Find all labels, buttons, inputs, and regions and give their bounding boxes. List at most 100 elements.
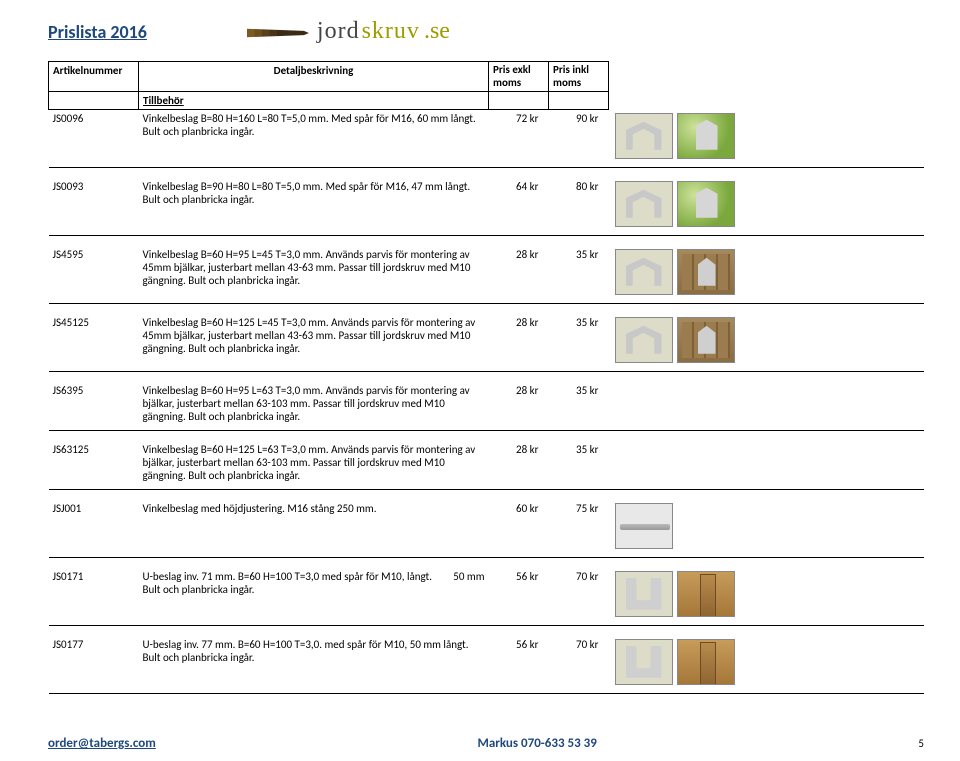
col-pris-inkl: Pris inkl moms [549, 62, 609, 92]
cell-artikelnummer: JS4595 [49, 246, 139, 298]
cell-artikelnummer: JS0093 [49, 178, 139, 230]
col-detaljbeskrivning: Detaljbeskrivning [139, 62, 489, 92]
row-spacer [49, 372, 925, 382]
label-pris-inkl: Pris inkl [553, 63, 589, 76]
cell-pris-inkl: 80 kr [549, 178, 609, 230]
cell-pris-exkl: 60 kr [489, 500, 549, 552]
table-row: JS63125Vinkelbeslag B=60 H=125 L=63 T=3,… [49, 441, 925, 484]
cell-images [609, 441, 925, 484]
col-artikelnummer: Artikelnummer [49, 62, 139, 92]
cell-description: Vinkelbeslag B=90 H=80 L=80 T=5,0 mm. Me… [139, 178, 489, 230]
col-images [609, 62, 925, 92]
cell-pris-inkl: 70 kr [549, 568, 609, 620]
row-spacer [49, 626, 925, 636]
cell-description: Vinkelbeslag B=80 H=160 L=80 T=5,0 mm. M… [139, 110, 489, 162]
cell-extra-dim: 50 mm [453, 570, 484, 596]
cell-description: U-beslag inv. 71 mm. B=60 H=100 T=3,0 me… [139, 568, 489, 620]
cell-description: U-beslag inv. 77 mm. B=60 H=100 T=3,0. m… [139, 636, 489, 688]
row-spacer [49, 168, 925, 178]
product-image-icon [615, 113, 673, 159]
section-heading: Tillbehör [139, 92, 489, 110]
cell-artikelnummer: JS45125 [49, 314, 139, 366]
cell-description: Vinkelbeslag med höjdjustering. M16 stån… [139, 500, 489, 552]
cell-artikelnummer: JS63125 [49, 441, 139, 484]
cell-images [609, 636, 925, 688]
product-image-icon [677, 571, 735, 617]
cell-description: Vinkelbeslag B=60 H=95 L=45 T=3,0 mm. An… [139, 246, 489, 298]
cell-pris-exkl: 56 kr [489, 636, 549, 688]
cell-pris-exkl: 56 kr [489, 568, 549, 620]
product-image-icon [615, 639, 673, 685]
product-image-icon [677, 113, 735, 159]
product-image-icon [677, 317, 735, 363]
cell-images [609, 500, 925, 552]
cell-pris-inkl: 35 kr [549, 382, 609, 425]
row-spacer [49, 558, 925, 568]
cell-pris-inkl: 75 kr [549, 500, 609, 552]
footer-page-number: 5 [918, 737, 924, 750]
label-moms-1: moms [493, 76, 521, 89]
cell-pris-exkl: 28 kr [489, 441, 549, 484]
product-image-icon [677, 249, 735, 295]
table-row: JS0093Vinkelbeslag B=90 H=80 L=80 T=5,0 … [49, 178, 925, 230]
col-pris-exkl: Pris exkl moms [489, 62, 549, 92]
label-moms-2: moms [553, 76, 581, 89]
cell-images [609, 314, 925, 366]
cell-artikelnummer: JS0177 [49, 636, 139, 688]
row-spacer [49, 304, 925, 314]
cell-description: Vinkelbeslag B=60 H=95 L=63 T=3,0 mm. An… [139, 382, 489, 425]
product-image-icon [615, 249, 673, 295]
table-row: JSJ001Vinkelbeslag med höjdjustering. M1… [49, 500, 925, 552]
product-image-icon [677, 639, 735, 685]
cell-images [609, 110, 925, 162]
table-row: JS0171U-beslag inv. 71 mm. B=60 H=100 T=… [49, 568, 925, 620]
footer-email-link[interactable]: order@tabergs.com [48, 736, 156, 751]
cell-images [609, 178, 925, 230]
cell-description: Vinkelbeslag B=60 H=125 L=45 T=3,0 mm. A… [139, 314, 489, 366]
cell-pris-exkl: 28 kr [489, 382, 549, 425]
row-spacer [49, 490, 925, 500]
table-header-row: Artikelnummer Detaljbeskrivning Pris exk… [49, 62, 925, 92]
page-title: Prislista 2016 [48, 21, 147, 43]
table-row: JS6395Vinkelbeslag B=60 H=95 L=63 T=3,0 … [49, 382, 925, 425]
logo-tld: .se [424, 18, 450, 45]
cell-images [609, 382, 925, 425]
logo-text-jord: jord [317, 18, 360, 45]
screw-icon [247, 26, 309, 40]
cell-artikelnummer: JS6395 [49, 382, 139, 425]
cell-pris-inkl: 70 kr [549, 636, 609, 688]
footer-contact: Markus 070-633 53 39 [477, 736, 596, 751]
cell-images [609, 568, 925, 620]
cell-pris-exkl: 28 kr [489, 246, 549, 298]
cell-pris-exkl: 72 kr [489, 110, 549, 162]
logo-text-skruv: skruv [362, 18, 420, 45]
cell-pris-exkl: 28 kr [489, 314, 549, 366]
product-image-icon [615, 503, 673, 549]
row-spacer [49, 431, 925, 441]
cell-artikelnummer: JS0096 [49, 110, 139, 162]
section-row: Tillbehör [49, 92, 925, 110]
header: Prislista 2016 jordskruv.se [48, 18, 924, 45]
row-spacer [49, 694, 925, 704]
table-row: JS0096Vinkelbeslag B=80 H=160 L=80 T=5,0… [49, 110, 925, 162]
table-row: JS45125Vinkelbeslag B=60 H=125 L=45 T=3,… [49, 314, 925, 366]
product-image-icon [615, 571, 673, 617]
cell-images [609, 246, 925, 298]
cell-pris-inkl: 35 kr [549, 246, 609, 298]
cell-description: Vinkelbeslag B=60 H=125 L=63 T=3,0 mm. A… [139, 441, 489, 484]
cell-artikelnummer: JS0171 [49, 568, 139, 620]
row-spacer [49, 236, 925, 246]
label-pris-exkl: Pris exkl [493, 63, 531, 76]
table-row: JS0177U-beslag inv. 77 mm. B=60 H=100 T=… [49, 636, 925, 688]
cell-artikelnummer: JSJ001 [49, 500, 139, 552]
page-footer: order@tabergs.com Markus 070-633 53 39 5 [48, 736, 924, 751]
table-row: JS4595Vinkelbeslag B=60 H=95 L=45 T=3,0 … [49, 246, 925, 298]
product-image-icon [677, 181, 735, 227]
product-image-icon [615, 317, 673, 363]
cell-pris-inkl: 35 kr [549, 314, 609, 366]
site-logo: jordskruv.se [247, 18, 450, 45]
cell-pris-inkl: 90 kr [549, 110, 609, 162]
cell-pris-exkl: 64 kr [489, 178, 549, 230]
product-image-icon [615, 181, 673, 227]
price-table: Artikelnummer Detaljbeskrivning Pris exk… [48, 61, 924, 704]
